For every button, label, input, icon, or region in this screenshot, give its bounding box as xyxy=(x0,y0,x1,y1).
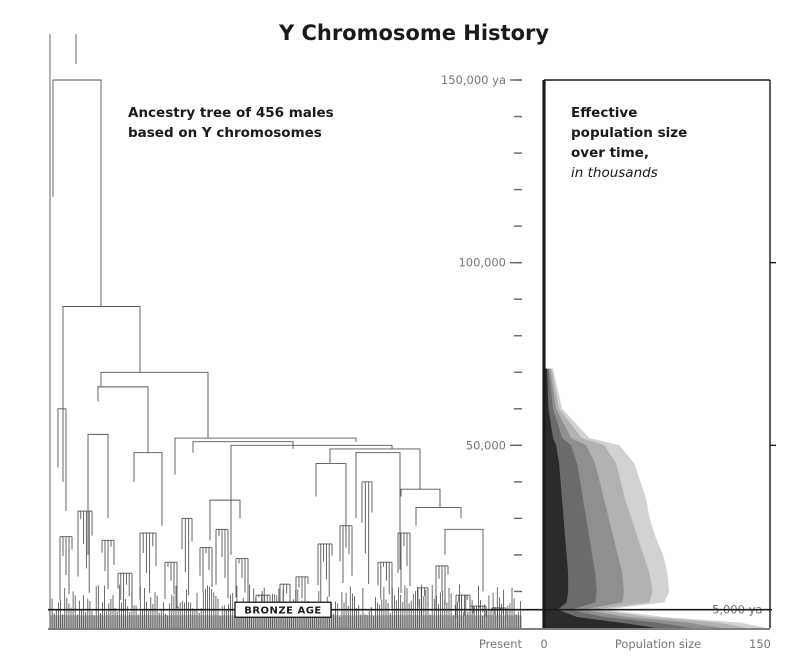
tree-split-node xyxy=(62,306,141,482)
tree-split-node xyxy=(57,408,67,512)
tree-split-node xyxy=(355,452,401,570)
tree-split-node xyxy=(315,463,347,548)
tree-split-node xyxy=(415,506,462,526)
time-tick-label: 150,000 ya xyxy=(441,73,506,87)
population-annotation-line-3: over time, xyxy=(571,145,649,161)
tree-split-node xyxy=(97,386,149,453)
tree-split-node xyxy=(174,437,357,475)
tree-split-node xyxy=(87,433,109,555)
present-label: Present xyxy=(479,637,523,651)
chart-title: Y Chromosome History xyxy=(278,21,549,45)
tree-split-node xyxy=(400,488,441,508)
population-annotation-line-1: Effective xyxy=(571,105,637,121)
population-band-median xyxy=(544,368,657,628)
tree-split-node xyxy=(329,448,421,490)
population-annotation-line-2: population size xyxy=(571,125,687,141)
time-tick-label: 50,000 xyxy=(466,438,506,452)
tree-annotation-line-1: Ancestry tree of 456 males xyxy=(128,105,334,121)
population-tick-label-150: 150 xyxy=(749,637,771,651)
tree-annotation-line-2: based on Y chromosomes xyxy=(128,125,322,141)
population-tick-label-0: 0 xyxy=(540,637,547,651)
tree-split-node xyxy=(444,528,484,592)
population-panel-frame xyxy=(48,79,776,630)
bronze-age-marker: BRONZE AGE xyxy=(48,601,772,618)
tree-split-node xyxy=(52,79,102,307)
population-band-band-4 xyxy=(544,368,692,628)
population-bands xyxy=(544,368,767,628)
time-tick-label: 100,000 xyxy=(458,256,506,270)
population-annotation-units: in thousands xyxy=(571,165,658,181)
tree-split-node xyxy=(209,499,241,541)
population-axis-label: Population size xyxy=(615,637,701,651)
bronze-age-label: BRONZE AGE xyxy=(244,605,322,616)
tree-split-node xyxy=(100,371,209,439)
tree-split-node xyxy=(133,452,163,526)
bronze-age-label-box xyxy=(234,601,332,618)
